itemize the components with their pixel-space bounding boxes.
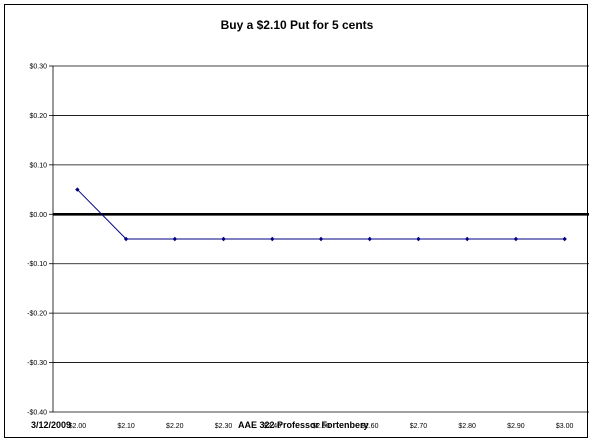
- y-tick-label: $0.10: [29, 162, 47, 169]
- chart-title: Buy a $2.10 Put for 5 cents: [220, 18, 374, 32]
- x-tick-label: $2.40: [264, 423, 282, 430]
- data-point: [172, 236, 178, 242]
- data-point: [270, 236, 275, 242]
- y-tick-label: -$0.30: [27, 360, 47, 367]
- data-point: [367, 236, 372, 242]
- y-tick-label: $0.20: [29, 113, 47, 120]
- y-tick-label: -$0.40: [27, 410, 47, 417]
- data-point: [318, 236, 324, 242]
- data-point: [221, 236, 226, 242]
- data-point: [75, 187, 80, 192]
- chart-frame: [4, 4, 588, 438]
- y-tick-label: $0.00: [29, 212, 47, 219]
- x-tick-label: $2.10: [117, 423, 135, 430]
- x-tick-label: $2.50: [312, 423, 330, 430]
- y-tick-label: -$0.20: [27, 311, 47, 318]
- data-point: [123, 236, 129, 242]
- data-point: [416, 236, 421, 242]
- x-tick-label: $3.00: [556, 423, 574, 430]
- x-tick-label: $2.20: [166, 423, 184, 430]
- footer-date: 3/12/2009: [31, 420, 72, 430]
- footer-course: AAE 322 Professor Fortenbery: [238, 420, 369, 430]
- y-tick-label: -$0.10: [27, 261, 47, 268]
- x-tick-label: $2.30: [215, 423, 233, 430]
- x-tick-label: $2.90: [507, 423, 525, 430]
- data-point: [464, 236, 470, 242]
- x-tick-label: $2.80: [458, 423, 476, 430]
- x-tick-label: $2.60: [361, 423, 379, 430]
- x-tick-label: $2.70: [410, 423, 428, 430]
- x-tick-label: $2.00: [69, 423, 87, 430]
- data-point: [513, 236, 519, 242]
- y-tick-label: $0.30: [29, 64, 47, 71]
- data-point: [562, 236, 567, 242]
